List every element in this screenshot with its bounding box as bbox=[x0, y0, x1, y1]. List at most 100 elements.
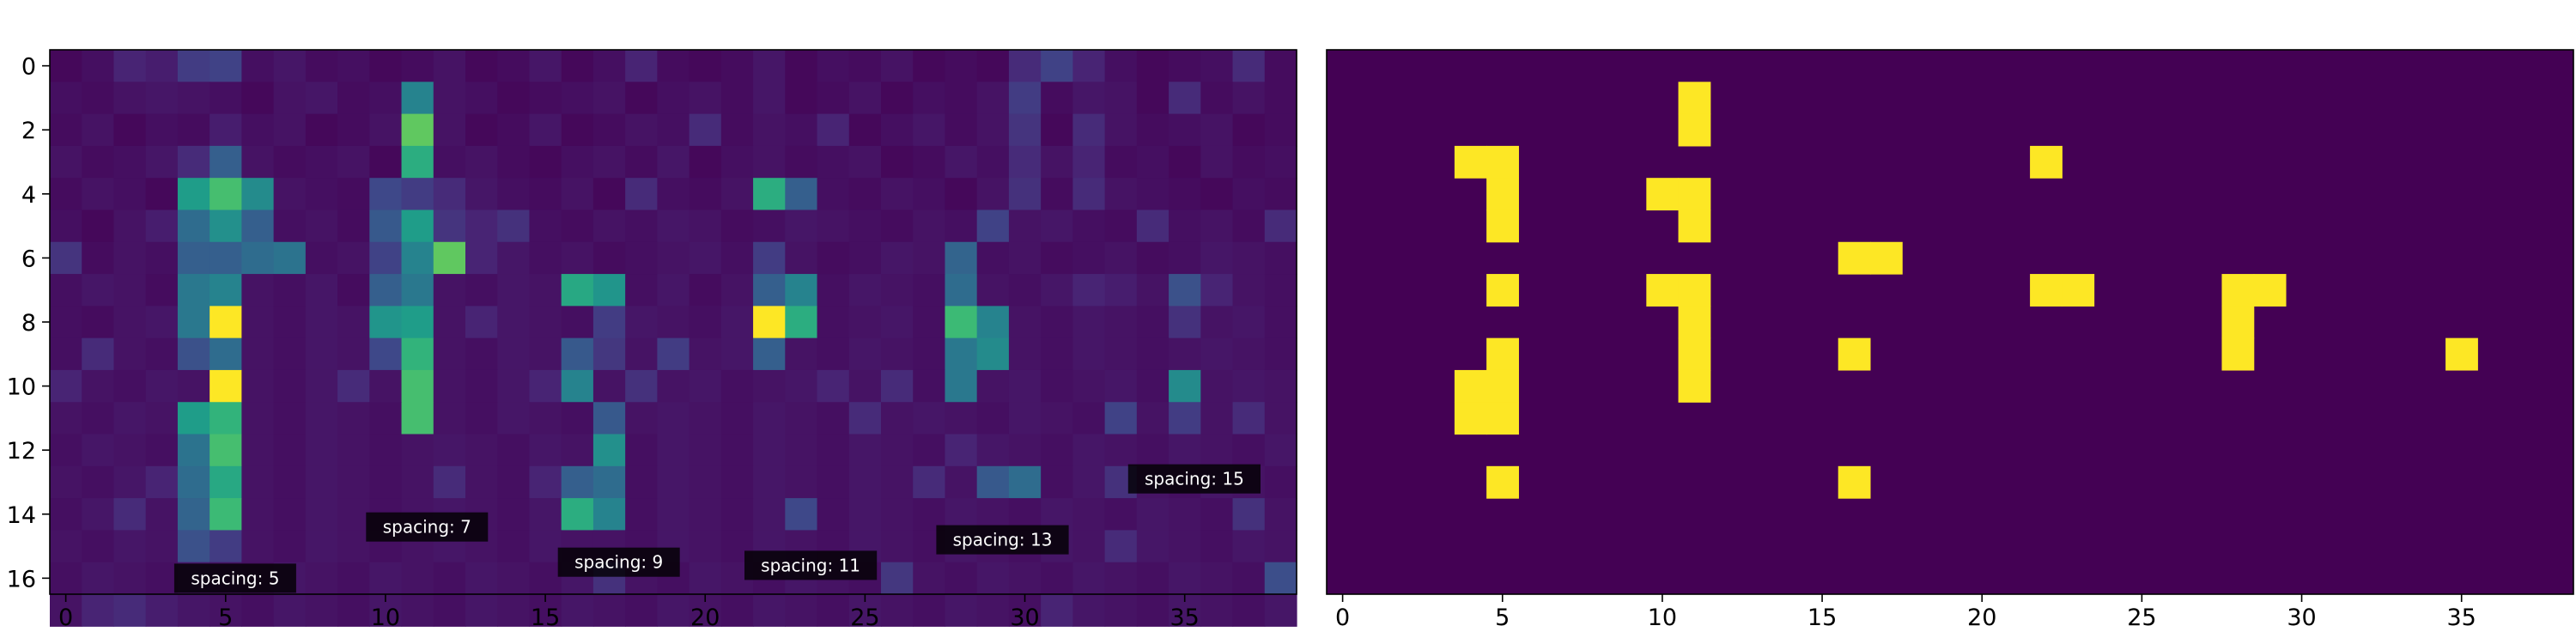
heatmap-cell bbox=[561, 369, 594, 403]
heatmap-cell bbox=[1104, 241, 1138, 275]
heatmap-cell bbox=[561, 434, 594, 467]
heatmap-cell bbox=[1072, 306, 1106, 339]
heatmap-cell bbox=[465, 145, 498, 179]
heatmap-cell bbox=[657, 241, 690, 275]
heatmap-cell bbox=[305, 498, 338, 532]
heatmap-cell bbox=[1136, 369, 1170, 403]
heatmap-cell bbox=[561, 241, 594, 275]
heatmap-cell bbox=[881, 50, 914, 82]
heatmap-cell bbox=[1072, 402, 1106, 435]
heatmap-cell bbox=[561, 498, 594, 532]
heatmap-cell bbox=[177, 210, 210, 243]
heatmap-cell bbox=[1169, 50, 1201, 82]
heatmap-cell bbox=[337, 498, 370, 532]
heatmap-cell bbox=[1264, 82, 1297, 115]
heatmap-cell bbox=[657, 210, 690, 243]
heatmap-cell bbox=[1264, 337, 1297, 371]
heatmap-cell bbox=[369, 113, 403, 147]
heatmap-cell bbox=[689, 337, 722, 371]
heatmap-cell bbox=[848, 210, 882, 243]
heatmap-cell bbox=[529, 498, 562, 532]
heatmap-cell bbox=[848, 274, 882, 307]
heatmap-cell bbox=[720, 241, 754, 275]
heatmap-cell bbox=[785, 465, 818, 499]
heatmap-cell bbox=[145, 337, 179, 371]
heatmap-cell-active bbox=[1486, 337, 1519, 371]
heatmap-cell bbox=[113, 465, 147, 499]
heatmap-cell bbox=[625, 241, 658, 275]
heatmap-cell bbox=[305, 434, 338, 467]
heatmap-cell bbox=[305, 369, 338, 403]
heatmap-cell bbox=[592, 594, 626, 627]
annotation-label: spacing: 5 bbox=[191, 568, 279, 588]
heatmap-cell bbox=[1232, 530, 1266, 563]
heatmap-cell bbox=[210, 498, 242, 532]
heatmap-cell bbox=[241, 530, 275, 563]
heatmap-cell bbox=[1104, 402, 1138, 435]
heatmap-cell bbox=[82, 82, 115, 115]
heatmap-cell bbox=[337, 145, 370, 179]
heatmap-cell bbox=[433, 369, 466, 403]
spacing-annotation: spacing: 7 bbox=[366, 512, 489, 542]
heatmap-cell bbox=[50, 369, 82, 403]
heatmap-cell bbox=[913, 210, 946, 243]
heatmap-cell bbox=[529, 178, 562, 211]
heatmap-cell bbox=[145, 562, 179, 595]
heatmap-cell bbox=[433, 178, 466, 211]
heatmap-cell bbox=[945, 594, 978, 627]
heatmap-cell bbox=[1008, 210, 1042, 243]
heatmap-cell-active bbox=[1454, 145, 1487, 179]
heatmap-cell bbox=[1232, 178, 1266, 211]
heatmap-cell-active bbox=[2221, 337, 2255, 371]
heatmap-cell bbox=[1136, 306, 1170, 339]
heatmap-cell-active bbox=[1678, 210, 1711, 243]
heatmap-cell bbox=[273, 113, 307, 147]
annotation-box bbox=[557, 547, 680, 577]
heatmap-cell bbox=[1104, 530, 1138, 563]
y-tick-label: 0 bbox=[21, 54, 36, 81]
heatmap-cell bbox=[529, 369, 562, 403]
heatmap-cell bbox=[210, 369, 242, 403]
heatmap-cell bbox=[337, 562, 370, 595]
heatmap-cell bbox=[529, 82, 562, 115]
heatmap-cell bbox=[1008, 306, 1042, 339]
heatmap-cell bbox=[1041, 562, 1073, 595]
heatmap-cell bbox=[369, 241, 403, 275]
heatmap-cell bbox=[210, 210, 242, 243]
y-tick-label: 2 bbox=[21, 118, 36, 144]
heatmap-cell bbox=[817, 465, 850, 499]
annotation-label: spacing: 7 bbox=[383, 517, 471, 538]
heatmap-cell bbox=[913, 50, 946, 82]
heatmap-cell bbox=[1072, 530, 1106, 563]
heatmap-cell-active bbox=[2221, 306, 2255, 339]
heatmap-cell bbox=[1264, 210, 1297, 243]
heatmap-cell bbox=[273, 145, 307, 179]
heatmap-cell bbox=[241, 434, 275, 467]
heatmap-cell bbox=[82, 594, 115, 627]
heatmap-cell-active bbox=[2445, 337, 2478, 371]
heatmap-cell bbox=[657, 498, 690, 532]
heatmap-cell bbox=[305, 402, 338, 435]
heatmap-cell bbox=[369, 145, 403, 179]
heatmap-cell bbox=[305, 241, 338, 275]
heatmap-cell bbox=[1232, 498, 1266, 532]
heatmap-cell bbox=[305, 562, 338, 595]
heatmap-cell bbox=[177, 337, 210, 371]
heatmap-cell bbox=[1136, 145, 1170, 179]
heatmap-cell bbox=[1136, 210, 1170, 243]
heatmap-cell bbox=[465, 306, 498, 339]
heatmap-cell bbox=[1041, 241, 1073, 275]
heatmap-cell bbox=[689, 145, 722, 179]
heatmap-cell bbox=[177, 594, 210, 627]
heatmap-cell bbox=[817, 82, 850, 115]
heatmap-cell bbox=[817, 241, 850, 275]
heatmap-cell bbox=[1136, 594, 1170, 627]
heatmap-cell bbox=[1072, 434, 1106, 467]
heatmap-cell bbox=[465, 402, 498, 435]
heatmap-cell bbox=[1264, 594, 1297, 627]
heatmap-cell bbox=[753, 241, 786, 275]
heatmap-cell bbox=[881, 306, 914, 339]
heatmap-cell bbox=[369, 178, 403, 211]
heatmap-cell-active bbox=[1678, 82, 1711, 115]
heatmap-cell bbox=[210, 274, 242, 307]
